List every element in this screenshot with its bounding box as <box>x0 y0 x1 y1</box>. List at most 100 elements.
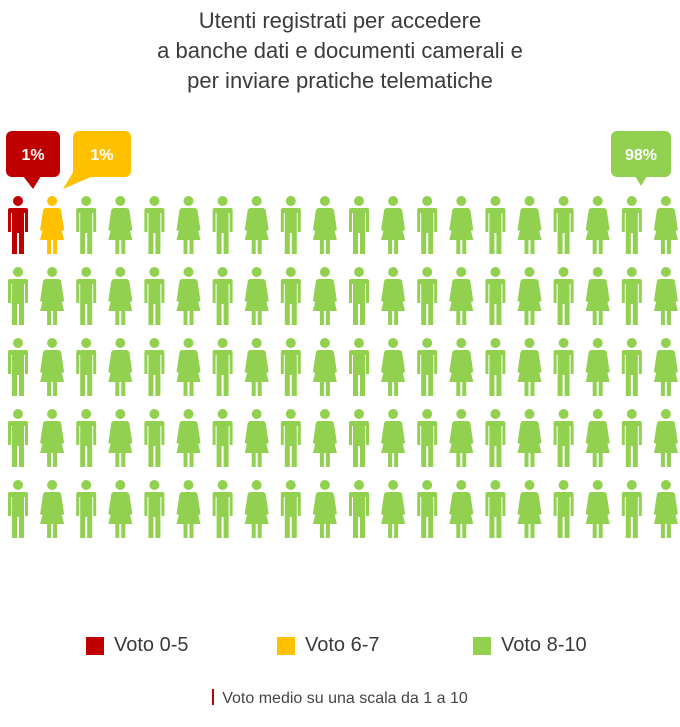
pictogram-icon-46 <box>176 338 201 396</box>
legend-item-voto-8-10: Voto 8-10 <box>473 634 587 657</box>
pictogram-icon-35 <box>485 267 506 325</box>
pictogram-icon-95 <box>485 480 506 538</box>
pictogram-icon-85 <box>144 480 165 538</box>
pictogram-icon-64 <box>108 409 133 467</box>
legend-item-voto-0-5: Voto 0-5 <box>86 634 189 657</box>
pictogram-icon-20 <box>653 196 678 254</box>
pictogram-icon-90 <box>312 480 337 538</box>
pictogram-icon-77 <box>553 409 574 467</box>
footnote-text: Voto medio su una scala da 1 a 10 <box>222 690 468 707</box>
pictogram-icon-58 <box>585 338 610 396</box>
legend-label-voto-6-7: Voto 6-7 <box>305 634 380 656</box>
pictogram-icon-50 <box>312 338 337 396</box>
footnote: Voto medio su una scala da 1 a 10 <box>0 689 680 708</box>
pictogram-icon-11 <box>349 196 369 254</box>
pictogram-icon-74 <box>449 409 474 467</box>
pictogram-icon-36 <box>517 267 542 325</box>
pictogram-icon-65 <box>144 409 165 467</box>
legend-swatch-voto-0-5 <box>86 636 104 655</box>
pictogram-icon-38 <box>585 267 610 325</box>
data-label: 98% <box>625 147 657 164</box>
pictogram-icon-87 <box>212 480 233 538</box>
pictogram-icon-34 <box>449 267 474 325</box>
pictogram-icon-33 <box>417 267 438 325</box>
data-label: 1% <box>21 147 44 164</box>
pictogram-icon-48 <box>244 338 269 396</box>
pictogram-icon-67 <box>212 409 233 467</box>
pictogram-icon-15 <box>485 196 506 254</box>
pictogram-icon-28 <box>244 267 269 325</box>
pictogram-icon-37 <box>553 267 574 325</box>
pictogram-icon-78 <box>585 409 610 467</box>
pictogram-icon-6 <box>176 196 201 254</box>
chart-title-line-3: per inviare pratiche telematiche <box>187 68 493 93</box>
pictogram-icon-93 <box>417 480 438 538</box>
pictogram-icon-83 <box>76 480 97 538</box>
pictogram-icon-17 <box>553 196 574 254</box>
data-label: 1% <box>90 147 113 164</box>
pictogram-icon-3 <box>76 196 97 254</box>
pictogram-icon-76 <box>517 409 542 467</box>
pictogram-icon-44 <box>108 338 133 396</box>
pictogram-icon-31 <box>349 267 369 325</box>
pictogram-icon-91 <box>349 480 369 538</box>
pictogram-icon-39 <box>621 267 642 325</box>
pictogram-icon-9 <box>280 196 301 254</box>
pictogram-icon-69 <box>280 409 301 467</box>
pictogram-icon-42 <box>40 338 65 396</box>
pictogram-icon-89 <box>280 480 301 538</box>
pictogram-icon-5 <box>144 196 165 254</box>
pictogram-icon-12 <box>381 196 406 254</box>
pictogram-icon-29 <box>280 267 301 325</box>
pictogram-icon-18 <box>585 196 610 254</box>
callout-voto-8-10: 98% <box>611 131 671 186</box>
pictogram-icon-56 <box>517 338 542 396</box>
pictogram-icon-40 <box>653 267 678 325</box>
pictogram-icon-96 <box>517 480 542 538</box>
pictogram-icon-70 <box>312 409 337 467</box>
pictogram-icon-27 <box>212 267 233 325</box>
pictogram-icon-14 <box>449 196 474 254</box>
pictogram-icon-99 <box>621 480 642 538</box>
pictogram-icon-43 <box>76 338 97 396</box>
pictogram-icon-98 <box>585 480 610 538</box>
pictogram-icon-62 <box>40 409 65 467</box>
pictogram-icon-45 <box>144 338 165 396</box>
pictogram-icon-97 <box>553 480 574 538</box>
pictogram-icon-25 <box>144 267 165 325</box>
callout-voto-0-5: 1% <box>6 131 60 189</box>
pictogram-icon-63 <box>76 409 97 467</box>
pictogram-icon-92 <box>381 480 406 538</box>
pictogram-icon-51 <box>349 338 369 396</box>
pictogram-icon-23 <box>76 267 97 325</box>
pictogram-icon-88 <box>244 480 269 538</box>
legend-label-voto-8-10: Voto 8-10 <box>501 634 587 656</box>
legend-swatch-voto-8-10 <box>473 636 491 655</box>
pictogram-icon-21 <box>8 267 28 325</box>
pictogram-icon-49 <box>280 338 301 396</box>
legend-item-voto-6-7: Voto 6-7 <box>277 634 380 657</box>
chart-title: Utenti registrati per accedere a banche … <box>0 6 680 96</box>
pictogram-icon-24 <box>108 267 133 325</box>
pictogram-icon-2 <box>40 196 65 254</box>
pictogram-icon-10 <box>312 196 337 254</box>
callout-voto-6-7: 1% <box>63 131 131 189</box>
pictogram-icon-32 <box>381 267 406 325</box>
pictogram-icon-47 <box>212 338 233 396</box>
pictogram-icon-80 <box>653 409 678 467</box>
pictogram-icon-100 <box>653 480 678 538</box>
legend-label-voto-0-5: Voto 0-5 <box>114 634 189 656</box>
chart-title-line-2: a banche dati e documenti camerali e <box>157 38 523 63</box>
pictogram-icon-71 <box>349 409 369 467</box>
pictogram-icon-8 <box>244 196 269 254</box>
pictogram-icon-19 <box>621 196 642 254</box>
footnote-marker <box>212 689 215 705</box>
pictogram-icon-75 <box>485 409 506 467</box>
pictogram-icon-81 <box>8 480 28 538</box>
pictogram-icon-13 <box>417 196 438 254</box>
pictogram-icon-94 <box>449 480 474 538</box>
pictogram-icon-30 <box>312 267 337 325</box>
pictogram-icon-22 <box>40 267 65 325</box>
pictogram-icon-68 <box>244 409 269 467</box>
pictogram-icon-73 <box>417 409 438 467</box>
